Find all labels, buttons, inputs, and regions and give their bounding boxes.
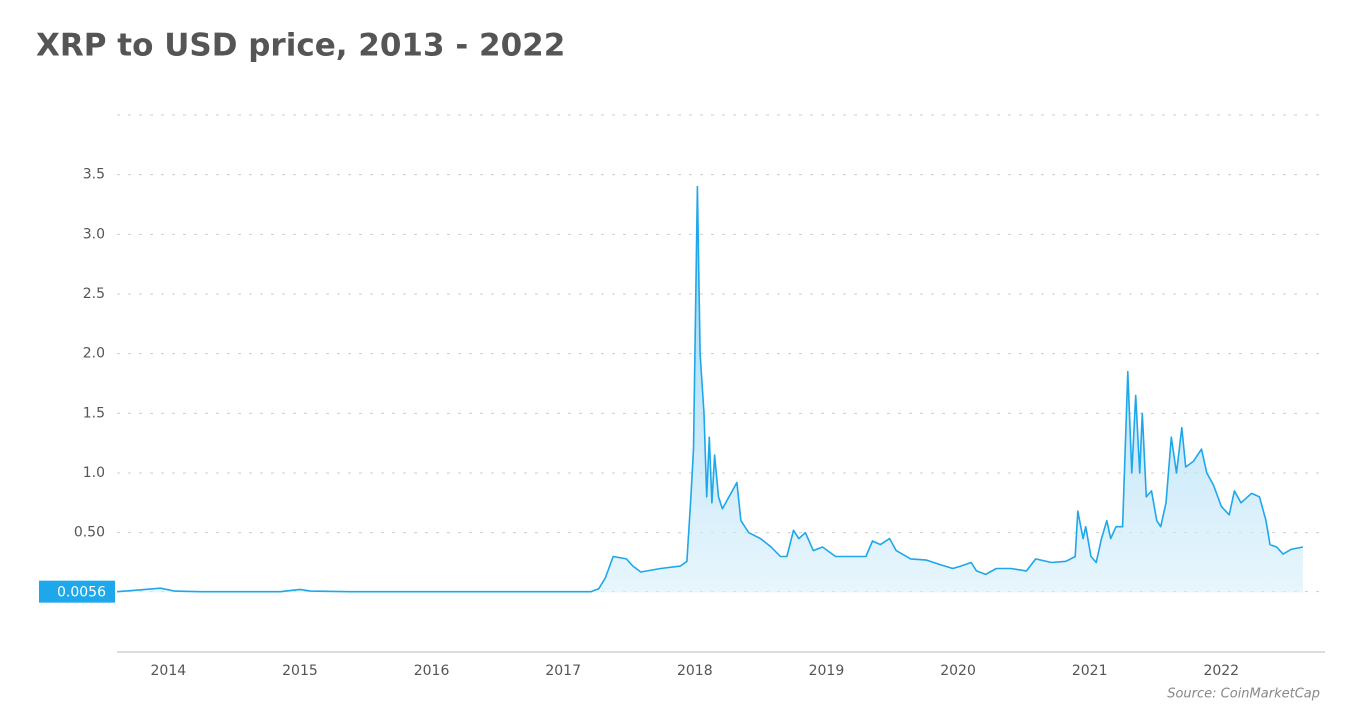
y-tick-label: 1.5 <box>83 405 105 421</box>
x-tick-label: 2018 <box>677 663 713 679</box>
y-tick-label: 3.5 <box>83 167 105 183</box>
x-tick-label: 2016 <box>414 663 450 679</box>
y-tick-label: 0.0056 <box>57 585 106 601</box>
x-tick-label: 2017 <box>545 663 581 679</box>
y-tick-label: 3.0 <box>83 226 105 242</box>
x-tick-label: 2014 <box>151 663 187 679</box>
y-tick-label: 2.0 <box>83 346 105 362</box>
x-tick-label: 2015 <box>282 663 318 679</box>
x-tick-label: 2022 <box>1203 663 1239 679</box>
source: Source: CoinMarketCap <box>1167 687 1320 702</box>
y-tick-label: 2.5 <box>83 286 105 302</box>
y-tick-label: 1.0 <box>83 465 105 481</box>
x-tick-label: 2020 <box>940 663 976 679</box>
chart-title: XRP to USD price, 2013 - 2022 <box>36 28 565 64</box>
price-line <box>116 185 1304 593</box>
area <box>117 186 1303 593</box>
y-tick-label: 0.50 <box>74 525 105 541</box>
x-tick-label: 2019 <box>809 663 845 679</box>
x-tick-label: 2021 <box>1072 663 1108 679</box>
y-tick-highlight <box>39 580 115 603</box>
